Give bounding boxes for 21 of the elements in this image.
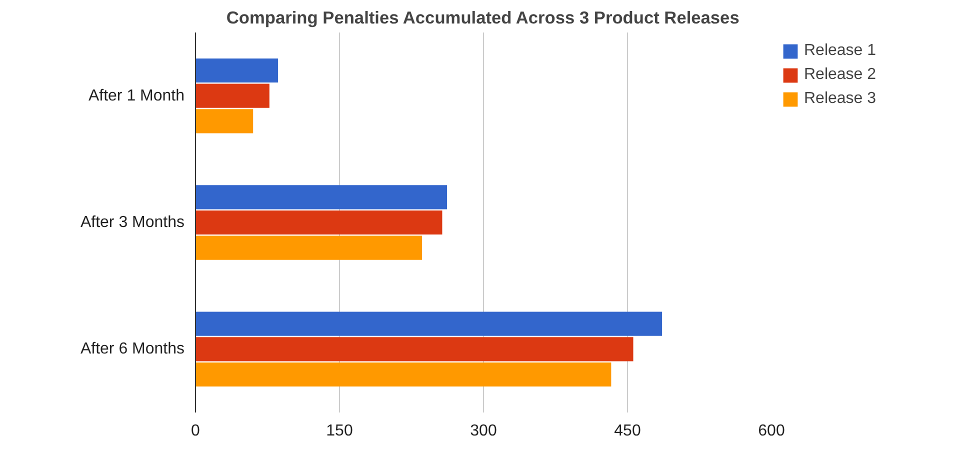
bar <box>196 337 634 362</box>
x-tick-label: 600 <box>758 422 785 440</box>
legend-label: Release 1 <box>804 42 876 60</box>
chart-title: Comparing Penalties Accumulated Across 3 Product Releases <box>226 8 740 28</box>
bar <box>196 84 270 108</box>
y-tick-label: After 1 Month <box>88 87 184 104</box>
legend-label: Release 2 <box>804 66 876 84</box>
y-tick-label: After 3 Months <box>80 214 184 231</box>
bar <box>196 185 448 210</box>
x-tick-label: 300 <box>470 422 497 440</box>
bar <box>196 236 422 260</box>
legend-label: Release 3 <box>804 90 876 108</box>
bar <box>196 312 662 336</box>
bar <box>196 58 278 83</box>
x-tick-label: 0 <box>191 422 200 440</box>
bar <box>196 362 612 387</box>
bar <box>196 109 254 134</box>
x-tick-label: 150 <box>326 422 353 440</box>
x-tick-label: 450 <box>614 422 641 440</box>
bar <box>196 210 442 235</box>
y-tick-label: After 6 Months <box>80 340 184 358</box>
